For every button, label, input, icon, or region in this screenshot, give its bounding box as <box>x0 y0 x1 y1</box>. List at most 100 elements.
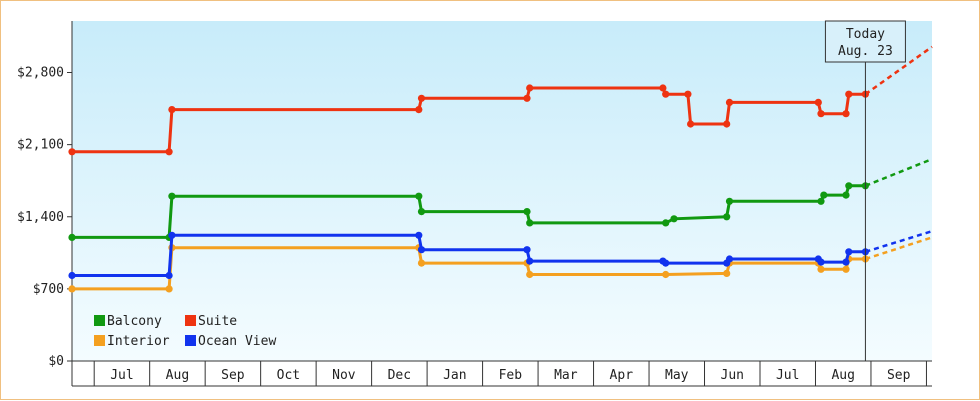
series-point <box>842 110 850 118</box>
series-point <box>168 106 176 114</box>
legend-swatch <box>94 315 105 326</box>
series-point <box>168 231 176 239</box>
x-tick-label: Mar <box>554 368 578 383</box>
series-point <box>820 191 828 199</box>
legend-item: Suite <box>185 314 237 329</box>
series-point <box>723 213 731 221</box>
axes: $0 $700 $1,400 $2,100 $2,800 Jul Aug Sep Oct Nov D… <box>17 21 932 387</box>
x-tick-label: Jan <box>443 368 466 383</box>
x-tick-label: Sep <box>887 368 911 383</box>
x-tick-label: Sep <box>221 368 245 383</box>
series-point <box>417 259 426 267</box>
legend-item: Balcony <box>94 314 162 329</box>
series-point <box>417 208 426 216</box>
series-point <box>526 257 534 265</box>
legend-item: Interior <box>94 334 170 349</box>
series-point <box>526 270 534 279</box>
series-point <box>523 208 531 216</box>
x-tick-label: Dec <box>388 368 411 383</box>
series-point <box>817 265 825 273</box>
series-point <box>845 248 853 256</box>
legend: Balcony Suite Interior Ocean View <box>94 314 276 349</box>
series-layer <box>68 45 933 293</box>
series-point <box>687 120 695 128</box>
x-tick-label: Aug <box>166 368 189 383</box>
legend-label: Balcony <box>107 314 162 329</box>
x-tick-label: Aug <box>831 368 854 383</box>
series-point <box>68 271 76 280</box>
series-line <box>72 86 866 154</box>
series-point <box>814 98 822 106</box>
series-point <box>723 269 731 277</box>
series-line <box>72 184 866 239</box>
series-point <box>415 231 423 239</box>
series-projection-line <box>865 230 933 253</box>
series-point <box>842 265 850 273</box>
series-projection-line <box>864 157 933 187</box>
legend-item: Ocean View <box>185 334 276 349</box>
series-point <box>68 148 76 156</box>
y-tick-label: $1,400 <box>17 210 64 225</box>
series-point <box>662 270 670 279</box>
y-tick-label: $0 <box>48 354 64 369</box>
series-point <box>523 94 531 102</box>
series-point <box>415 192 423 200</box>
legend-label: Ocean View <box>198 334 276 349</box>
series-point <box>68 285 76 293</box>
today-marker: Today Aug. 23 <box>824 20 906 361</box>
plot-background <box>72 21 932 361</box>
series-point <box>817 258 825 266</box>
series-point <box>417 246 426 254</box>
today-box <box>824 20 906 63</box>
series-point <box>842 191 850 199</box>
series-point <box>68 233 76 241</box>
series-point <box>670 215 678 223</box>
series-point <box>662 90 670 98</box>
series-point <box>817 197 825 205</box>
x-tick-label: Nov <box>332 368 356 383</box>
series-point <box>165 271 173 280</box>
series-point <box>168 192 176 200</box>
legend-label: Interior <box>107 334 170 349</box>
y-tick-label: $2,100 <box>17 138 64 153</box>
legend-swatch <box>94 335 105 346</box>
series-projection-line <box>865 236 933 261</box>
series-point <box>662 259 670 267</box>
series-point <box>725 255 734 263</box>
legend-swatch <box>185 315 196 326</box>
series-point <box>845 182 853 190</box>
series-point <box>526 84 534 92</box>
x-tick-label: Jul <box>776 368 799 383</box>
series-point <box>417 94 426 102</box>
legend-label: Suite <box>198 314 237 329</box>
legend-swatch <box>185 335 196 346</box>
series <box>68 157 933 241</box>
y-tick-label: $2,800 <box>17 66 64 81</box>
series-point <box>684 90 692 98</box>
series-point <box>526 219 534 227</box>
series <box>68 45 933 156</box>
series-point <box>415 106 423 114</box>
series-point <box>845 90 853 98</box>
series-point <box>723 120 731 128</box>
y-tick-label: $700 <box>33 282 64 297</box>
series-point <box>165 285 173 293</box>
series-point <box>523 246 531 254</box>
series-point <box>659 84 667 92</box>
series-point <box>817 110 825 118</box>
today-date: Aug. 23 <box>838 44 893 59</box>
series-point <box>662 219 670 227</box>
x-tick-label: Oct <box>277 368 300 383</box>
x-tick-label: Feb <box>499 368 523 383</box>
x-tick-label: Jun <box>721 368 744 383</box>
x-tick-label: Jul <box>110 368 133 383</box>
today-title: Today <box>846 27 885 42</box>
x-tick-label: Apr <box>610 368 634 383</box>
series-point <box>842 258 850 266</box>
x-tick-label: May <box>665 368 689 383</box>
series-point <box>165 148 173 156</box>
series-projection-line <box>864 45 933 96</box>
series <box>68 230 933 280</box>
